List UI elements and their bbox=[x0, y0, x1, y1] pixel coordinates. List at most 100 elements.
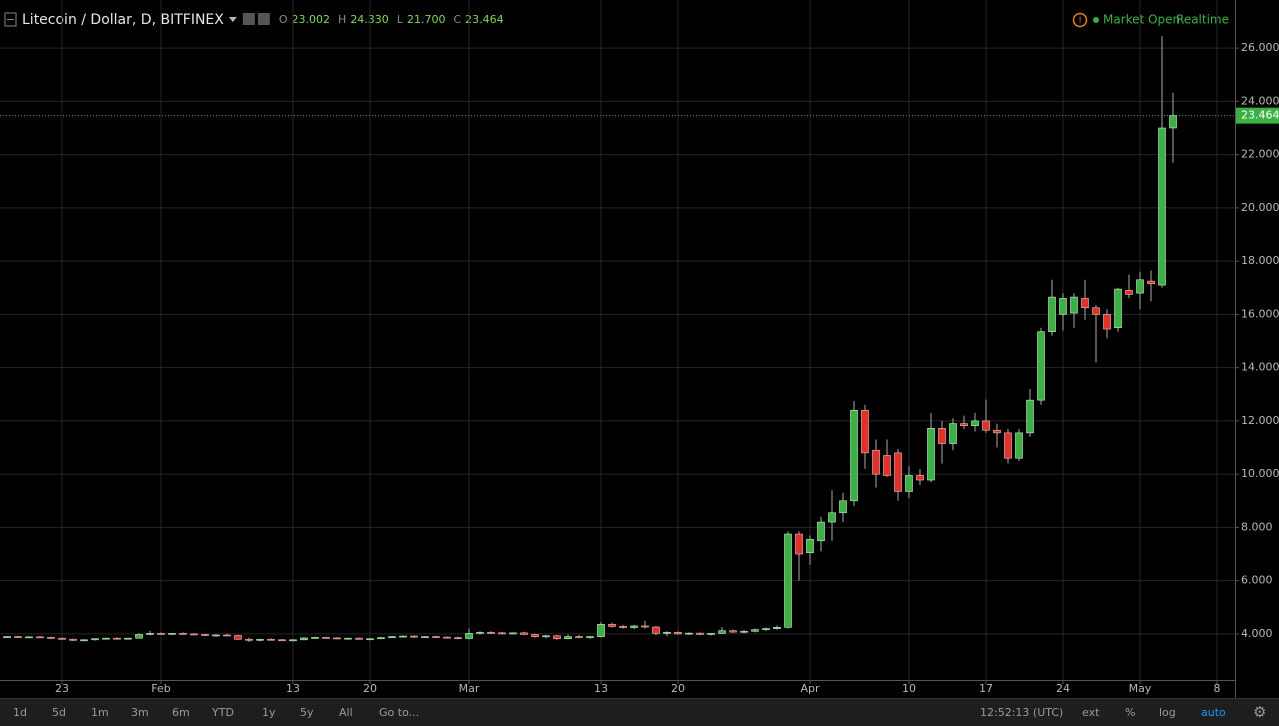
candle-body bbox=[1037, 331, 1045, 401]
candle-body bbox=[850, 409, 858, 502]
candle-body bbox=[630, 625, 638, 628]
candle-body bbox=[69, 638, 77, 641]
candle-body bbox=[586, 636, 594, 638]
candle-body bbox=[817, 521, 825, 542]
candle-body bbox=[366, 638, 374, 641]
x-tick-label: 24 bbox=[1056, 682, 1070, 695]
candle-body bbox=[949, 423, 957, 444]
option-button[interactable]: % bbox=[1125, 706, 1136, 719]
candle-body bbox=[410, 635, 418, 638]
x-tick-label: Feb bbox=[151, 682, 170, 695]
candle-body bbox=[454, 637, 462, 639]
candle-body bbox=[322, 637, 330, 639]
y-tick-label: 14.000 bbox=[1241, 361, 1279, 374]
y-tick-label: 24.000 bbox=[1241, 94, 1279, 107]
chart-background bbox=[0, 0, 1279, 698]
x-tick-label: 20 bbox=[363, 682, 377, 695]
candle-body bbox=[25, 636, 33, 639]
x-tick-label: 8 bbox=[1214, 682, 1221, 695]
candle-body bbox=[1070, 296, 1078, 314]
candle-body bbox=[80, 639, 88, 642]
candle-body bbox=[212, 634, 220, 637]
range-button[interactable]: YTD bbox=[212, 706, 234, 719]
option-button[interactable]: log bbox=[1159, 706, 1176, 719]
range-button[interactable]: 1m bbox=[91, 706, 109, 719]
clock: 12:52:13 (UTC) bbox=[980, 706, 1064, 719]
collapse-icon[interactable] bbox=[4, 12, 17, 27]
candle-body bbox=[223, 634, 231, 637]
candle-body bbox=[927, 428, 935, 481]
candle-body bbox=[1103, 314, 1111, 330]
candle-body bbox=[377, 637, 385, 640]
candle-body bbox=[597, 624, 605, 637]
candle-body bbox=[806, 539, 814, 554]
candle-body bbox=[971, 420, 979, 427]
candle-body bbox=[872, 449, 880, 475]
candle-body bbox=[707, 633, 715, 635]
ohlc-label: L bbox=[397, 13, 404, 26]
candle-body bbox=[465, 633, 473, 639]
candle-body bbox=[608, 624, 616, 627]
range-button[interactable]: 6m bbox=[172, 706, 190, 719]
candle-body bbox=[960, 423, 968, 427]
candle-body bbox=[575, 636, 583, 638]
candle-body bbox=[1026, 399, 1034, 434]
candle-body bbox=[531, 634, 539, 637]
y-tick-label: 12.000 bbox=[1241, 414, 1279, 427]
range-button[interactable]: 1d bbox=[13, 706, 27, 719]
candle-body bbox=[278, 639, 286, 642]
range-button[interactable]: 5d bbox=[52, 706, 66, 719]
candle-body bbox=[1004, 432, 1012, 459]
candle-body bbox=[498, 632, 506, 635]
candle-body bbox=[938, 428, 946, 444]
candle-body bbox=[1092, 307, 1100, 315]
candle-body bbox=[201, 634, 209, 636]
option-button[interactable]: auto bbox=[1201, 706, 1226, 719]
candle-body bbox=[861, 409, 869, 454]
range-button[interactable]: All bbox=[339, 706, 353, 719]
candle-body bbox=[773, 626, 781, 629]
candle-body bbox=[311, 637, 319, 639]
alert-icon[interactable] bbox=[1072, 12, 1088, 28]
candle-body bbox=[883, 455, 891, 476]
ohlc-label: H bbox=[338, 13, 346, 26]
range-button[interactable]: 5y bbox=[300, 706, 314, 719]
candle-body bbox=[344, 637, 352, 640]
candle-body bbox=[168, 633, 176, 635]
candle-body bbox=[905, 475, 913, 492]
candle-body bbox=[245, 638, 253, 641]
candle-body bbox=[894, 452, 902, 492]
candle-body bbox=[1081, 298, 1089, 309]
range-button[interactable]: 3m bbox=[131, 706, 149, 719]
range-button[interactable]: 1y bbox=[262, 706, 276, 719]
candle-body bbox=[14, 636, 22, 638]
candle-body bbox=[355, 637, 363, 640]
candle-body bbox=[443, 636, 451, 639]
settings-button[interactable]: ⚙ bbox=[1253, 703, 1267, 721]
option-button[interactable]: ext bbox=[1082, 706, 1100, 719]
ohlc-label: C bbox=[453, 13, 461, 26]
candle-body bbox=[509, 632, 517, 635]
x-tick-label: 13 bbox=[286, 682, 300, 695]
candle-body bbox=[47, 637, 55, 639]
candle-body bbox=[718, 630, 726, 634]
candle-body bbox=[124, 637, 132, 640]
x-tick-label: Apr bbox=[800, 682, 820, 695]
range-button[interactable]: Go to... bbox=[379, 706, 420, 719]
y-tick-label: 18.000 bbox=[1241, 254, 1279, 267]
x-tick-label: May bbox=[1129, 682, 1152, 695]
candle-body bbox=[289, 639, 297, 642]
candle-body bbox=[542, 635, 550, 638]
candle-body bbox=[740, 630, 748, 633]
candle-body bbox=[982, 420, 990, 431]
chart-title[interactable]: Litecoin / Dollar, D, BITFINEX bbox=[22, 12, 224, 28]
y-tick-label: 26.000 bbox=[1241, 41, 1279, 54]
candle-body bbox=[839, 500, 847, 514]
candle-body bbox=[828, 512, 836, 523]
candle-body bbox=[421, 636, 429, 638]
candle-body bbox=[3, 636, 11, 638]
candle-body bbox=[432, 636, 440, 638]
ohlc-label: O bbox=[279, 13, 288, 26]
